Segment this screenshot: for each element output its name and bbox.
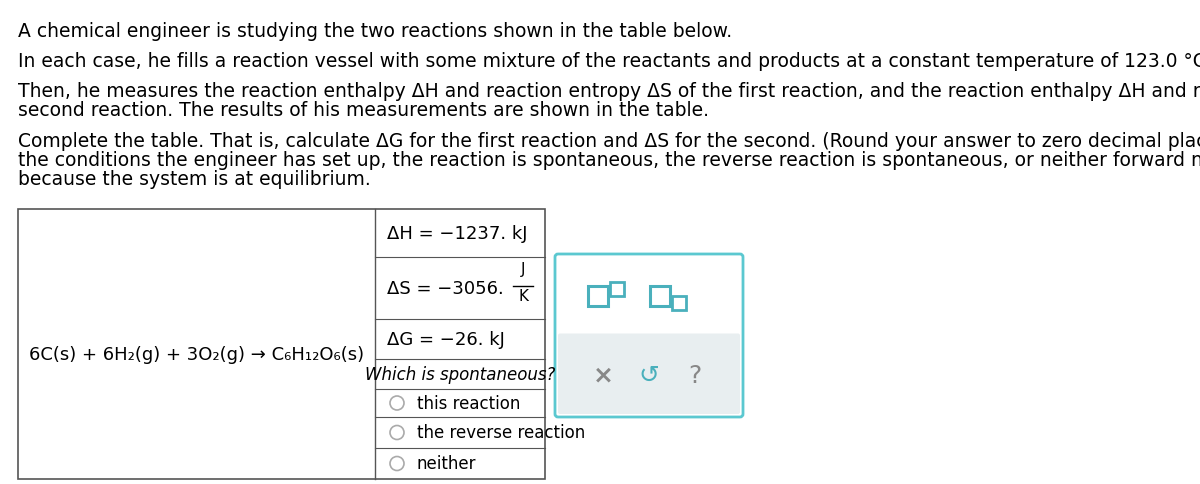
Text: the conditions the engineer has set up, the reaction is spontaneous, the reverse: the conditions the engineer has set up, … (18, 151, 1200, 170)
Text: ΔS = −3056.: ΔS = −3056. (386, 279, 504, 297)
Text: Then, he measures the reaction enthalpy ΔH and reaction entropy ΔS of the first : Then, he measures the reaction enthalpy … (18, 82, 1200, 101)
Bar (650, 287, 670, 307)
Text: second reaction. The results of his measurements are shown in the table.: second reaction. The results of his meas… (18, 101, 709, 120)
Text: ΔG = −26. kJ: ΔG = −26. kJ (386, 330, 505, 348)
Bar (610, 283, 624, 297)
Text: this reaction: this reaction (418, 394, 521, 412)
Text: K: K (518, 288, 528, 303)
Bar (672, 297, 686, 311)
Text: ×: × (593, 363, 614, 387)
Text: J: J (521, 261, 526, 276)
Text: A chemical engineer is studying the two reactions shown in the table below.: A chemical engineer is studying the two … (18, 22, 732, 41)
Bar (588, 287, 608, 307)
Text: neither: neither (418, 454, 476, 472)
Bar (18, 210, 545, 479)
Text: Complete the table. That is, calculate ΔG for the first reaction and ΔS for the : Complete the table. That is, calculate Δ… (18, 132, 1200, 151)
Text: because the system is at equilibrium.: because the system is at equilibrium. (18, 170, 371, 189)
Text: the reverse reaction: the reverse reaction (418, 424, 586, 441)
FancyBboxPatch shape (558, 334, 740, 414)
Text: ↺: ↺ (638, 363, 660, 387)
FancyBboxPatch shape (554, 255, 743, 417)
Text: ?: ? (688, 363, 701, 387)
Text: ΔH = −1237. kJ: ΔH = −1237. kJ (386, 225, 528, 242)
Text: Which is spontaneous?: Which is spontaneous? (365, 365, 556, 383)
Text: 6C(s) + 6H₂(g) + 3O₂(g) → C₆H₁₂O₆(s): 6C(s) + 6H₂(g) + 3O₂(g) → C₆H₁₂O₆(s) (29, 345, 364, 363)
Text: In each case, he fills a reaction vessel with some mixture of the reactants and : In each case, he fills a reaction vessel… (18, 52, 1200, 71)
